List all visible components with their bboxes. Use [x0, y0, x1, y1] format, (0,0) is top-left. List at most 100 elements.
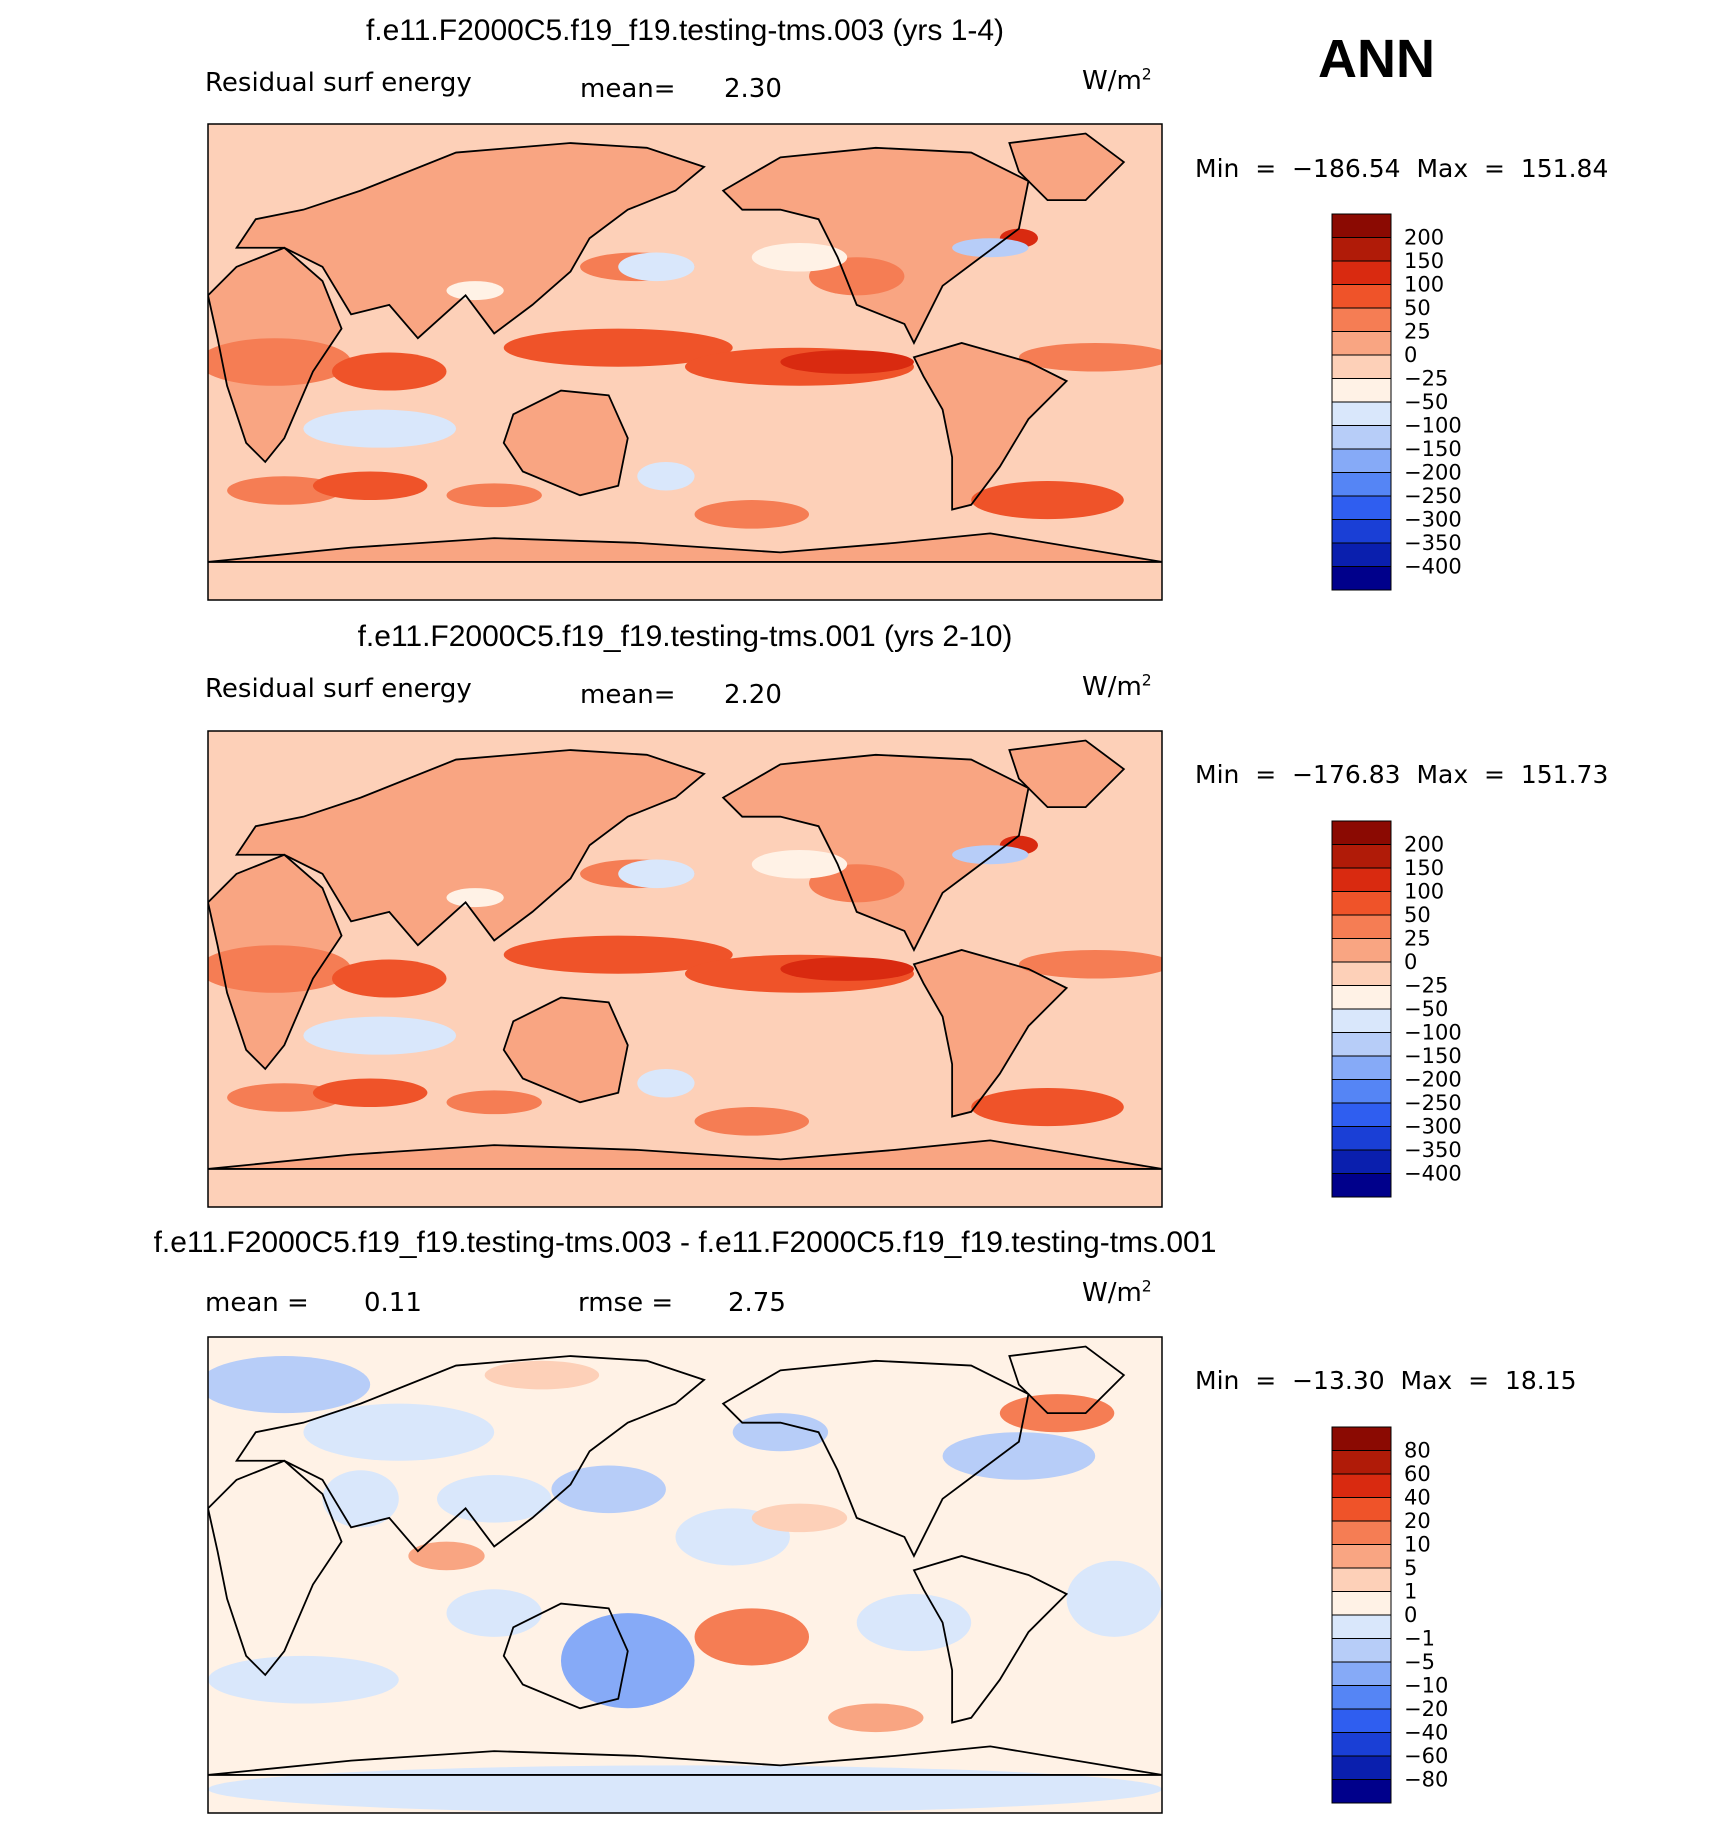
coastline-5	[1008, 132, 1126, 202]
colorbar-tick-label: 50	[1404, 296, 1431, 320]
colorbar-box	[1331, 401, 1392, 426]
colorbar-box	[1331, 237, 1392, 262]
diff-warm-region-0	[694, 1608, 810, 1666]
colorbar-tick-label: −300	[1404, 508, 1462, 532]
colorbar-2: 20015010050250−25−50−100−150−200−250−300…	[1331, 820, 1462, 1198]
coastline-3	[721, 753, 1030, 952]
colorbar-box	[1331, 425, 1392, 450]
colorbar-box	[1331, 1779, 1392, 1804]
colorbar-tick-label: −150	[1404, 1044, 1462, 1068]
panel-1-units: W/m2	[1082, 65, 1152, 96]
land-fill-3	[723, 754, 1029, 950]
diff-cool-region-2	[436, 1475, 552, 1523]
colorbar-tick-label: 60	[1404, 1462, 1431, 1486]
cool-region-0	[303, 409, 457, 448]
coastline-0	[208, 853, 343, 1071]
colorbar-tick-label: 0	[1404, 950, 1417, 974]
colorbar-box	[1331, 914, 1392, 939]
panel-2-mean-label: mean=	[580, 680, 676, 710]
colorbar-tick-label: −80	[1404, 1768, 1448, 1792]
colorbar-box	[1331, 1149, 1392, 1174]
season-label: ANN	[1318, 29, 1435, 89]
colorbar-tick-label: 0	[1404, 343, 1417, 367]
colorbar-tick-label: 150	[1404, 249, 1444, 273]
colorbar-box	[1331, 844, 1392, 869]
colorbar-box	[1331, 820, 1392, 845]
diff-cool-region-13	[446, 1589, 542, 1637]
panel-3-rmse-label: rmse =	[578, 1288, 674, 1318]
panel-1-variable-label: Residual surf energy	[205, 68, 472, 98]
colorbar-box	[1331, 1102, 1392, 1127]
colorbar-tick-label: −10	[1404, 1674, 1448, 1698]
colorbar-box	[1331, 1173, 1392, 1198]
panel-1-mean-label: mean=	[580, 74, 676, 104]
panel-3-units: W/m2	[1082, 1277, 1152, 1308]
colorbar-box	[1331, 1685, 1392, 1710]
coastline-6	[208, 532, 1162, 563]
colorbar-tick-label: 1	[1404, 1580, 1417, 1604]
anomaly-region-1	[332, 959, 447, 998]
diff-cool-region-6	[208, 1655, 399, 1704]
coastline-1	[234, 142, 706, 340]
map-frame-3	[207, 1336, 1163, 1814]
panel-1-mean-value: 2.30	[724, 74, 782, 104]
colorbar-box	[1331, 307, 1392, 332]
colorbar-tick-label: 5	[1404, 1556, 1417, 1580]
anomaly-region-4	[780, 350, 914, 374]
colorbar-box	[1331, 1008, 1392, 1033]
colorbar-box	[1331, 938, 1392, 963]
colorbar-1: 20015010050250−25−50−100−150−200−250−300…	[1331, 213, 1462, 591]
cool-region-5	[637, 1068, 695, 1098]
colorbar-box	[1331, 284, 1392, 309]
colorbar-box	[1331, 1497, 1392, 1522]
anomaly-region-6	[227, 476, 342, 505]
anomaly-region-9	[694, 1107, 810, 1136]
panel-2-variable-label: Residual surf energy	[205, 674, 472, 704]
colorbar-tick-label: −400	[1404, 555, 1462, 579]
diff-cool-region-8	[856, 1594, 972, 1652]
colorbar-tick-label: 200	[1404, 226, 1444, 250]
colorbar-tick-label: −5	[1404, 1650, 1435, 1674]
diff-cool-region-5	[560, 1613, 695, 1709]
coastline-3	[721, 1359, 1030, 1558]
anomaly-region-5	[1018, 949, 1162, 979]
coastline-2	[502, 996, 629, 1104]
colorbar-tick-label: 25	[1404, 320, 1431, 344]
colorbar-box	[1331, 1661, 1392, 1686]
colorbar-box	[1331, 1055, 1392, 1080]
anomaly-region-0	[208, 945, 352, 993]
coastline-3	[721, 146, 1030, 345]
coastline-5	[1008, 739, 1126, 809]
panel-2-units: W/m2	[1082, 671, 1152, 702]
cool-region-1	[618, 252, 695, 282]
colorbar-tick-label: 80	[1404, 1439, 1431, 1463]
panel-3-rmse-value: 2.75	[728, 1288, 786, 1318]
colorbar-box	[1331, 566, 1392, 591]
land-fill-3	[723, 147, 1029, 343]
anomaly-region-2	[503, 328, 733, 367]
colorbar-tick-label: −60	[1404, 1744, 1448, 1768]
map-panel-3	[208, 1337, 1162, 1813]
land-fill-1	[236, 143, 705, 339]
map-panel-1	[208, 124, 1162, 600]
colorbar-box	[1331, 1614, 1392, 1639]
colorbar-tick-label: −40	[1404, 1721, 1448, 1745]
colorbar-tick-label: −400	[1404, 1162, 1462, 1186]
anomaly-region-10	[971, 1088, 1124, 1127]
cool-region-4	[446, 281, 504, 301]
map-panel-2	[208, 731, 1162, 1207]
colorbar-box	[1331, 1426, 1392, 1451]
anomaly-region-4	[780, 957, 914, 981]
panel-2-min-max: Min = −176.83 Max = 151.73	[1195, 760, 1609, 789]
coastline-5	[1008, 1345, 1126, 1415]
panel-3-min-max: Min = −13.30 Max = 18.15	[1195, 1366, 1577, 1395]
anomaly-region-1	[332, 352, 447, 391]
colorbar-tick-label: 100	[1404, 273, 1444, 297]
map-frame-2	[207, 730, 1163, 1208]
coastline-6	[208, 1139, 1162, 1170]
land-fill-5	[1009, 133, 1124, 201]
colorbar-box	[1331, 891, 1392, 916]
colorbar-tick-label: −250	[1404, 1091, 1462, 1115]
anomaly-region-6	[227, 1083, 342, 1112]
cool-region-0	[303, 1016, 457, 1055]
